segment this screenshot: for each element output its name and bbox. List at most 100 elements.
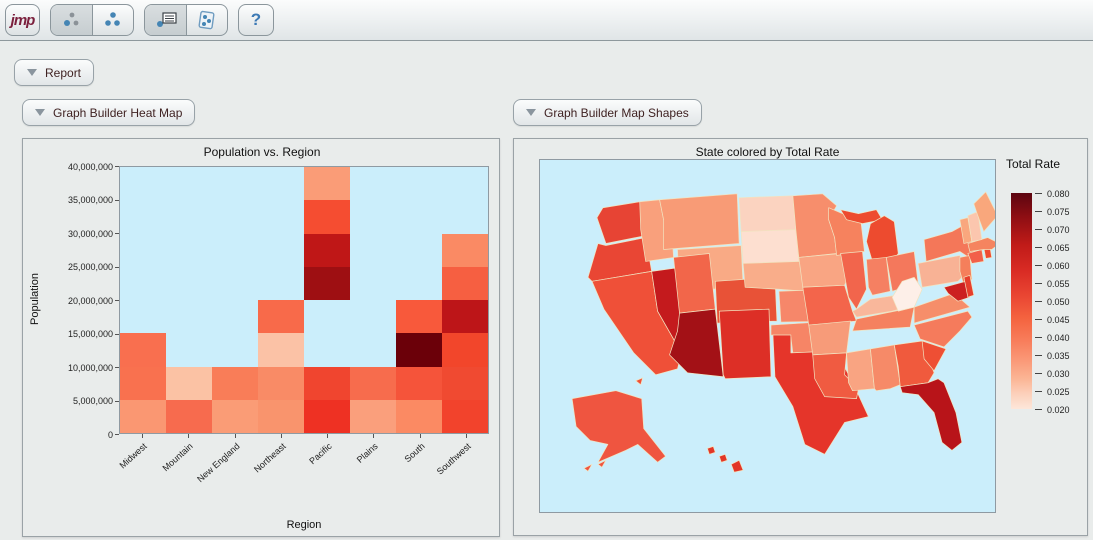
mapshapes-disclosure-button[interactable]: Graph Builder Map Shapes [513, 99, 702, 126]
state-MI[interactable] [866, 215, 899, 262]
y-tick-label: 5,000,000 [72, 396, 113, 406]
heatmap-cell[interactable] [396, 366, 442, 400]
state-AZ[interactable] [669, 308, 724, 378]
state-NH[interactable] [967, 211, 983, 242]
heatmap-cell[interactable] [212, 366, 258, 400]
help-button[interactable]: ? [238, 4, 274, 36]
heatmap-cell[interactable] [120, 366, 166, 400]
heatmap-cell[interactable] [396, 399, 442, 433]
state-SD[interactable] [740, 229, 800, 264]
heatmap-cell[interactable] [304, 167, 350, 201]
state-TN[interactable] [852, 306, 915, 332]
heatmap-cell[interactable] [166, 399, 212, 433]
state-DE[interactable] [963, 274, 975, 298]
heatmap-cell[interactable] [442, 399, 488, 433]
x-tick-mark [419, 434, 421, 438]
y-tick-label: 10,000,000 [67, 362, 113, 373]
legend-tick-mark [1035, 301, 1042, 302]
toolbar: jmp [0, 0, 1093, 41]
heatmap-cell[interactable] [166, 366, 212, 400]
legend-tick-label: 0.055 [1047, 278, 1070, 289]
heatmap-cell[interactable] [304, 200, 350, 234]
heatmap-cell[interactable] [258, 300, 304, 334]
x-tick-mark [465, 434, 467, 438]
point-label-button[interactable] [145, 5, 186, 35]
state-FL[interactable] [899, 378, 963, 451]
x-axis-title: Region [286, 519, 322, 531]
state-CA[interactable] [635, 377, 644, 386]
dots-icon [105, 12, 120, 26]
state-IA[interactable] [798, 253, 849, 288]
y-tick-mark [115, 233, 119, 234]
heatmap-cell[interactable] [258, 366, 304, 400]
state-MN[interactable] [792, 193, 837, 258]
state-AK[interactable] [597, 459, 607, 468]
legend-tick-label: 0.045 [1047, 314, 1070, 325]
state-ND[interactable] [738, 195, 797, 232]
state-AK[interactable] [571, 390, 666, 463]
report-disclosure-button[interactable]: Report [14, 59, 95, 86]
state-ME[interactable] [973, 191, 995, 232]
y-tick-mark [115, 434, 119, 435]
heatmap-cell[interactable] [304, 233, 350, 267]
heatmap-chart-title: Population vs. Region [203, 145, 321, 159]
state-HI[interactable] [718, 453, 728, 463]
state-MA[interactable] [967, 237, 995, 252]
heatmap-cell[interactable] [350, 399, 396, 433]
state-CT[interactable] [967, 249, 985, 264]
grouped-points-button[interactable] [92, 5, 133, 35]
heatmap-cell[interactable] [396, 333, 442, 367]
heatmap-cell[interactable] [120, 333, 166, 367]
heatmap-cell[interactable] [304, 266, 350, 300]
state-HI[interactable] [706, 446, 716, 455]
heatmap-cell[interactable] [442, 266, 488, 300]
jmp-logo-button[interactable]: jmp [5, 4, 40, 36]
label-tool-button-group [144, 4, 228, 36]
heatmap-disclosure-button[interactable]: Graph Builder Heat Map [22, 99, 196, 126]
heatmap-cell[interactable] [258, 333, 304, 367]
heatmap-cell[interactable] [304, 399, 350, 433]
state-TX[interactable] [772, 334, 869, 455]
legend-tick-mark [1035, 337, 1042, 338]
map-shapes-panel: State colored by Total Rate Total Rate 0… [513, 138, 1088, 536]
state-AK[interactable] [583, 463, 593, 472]
state-MS[interactable] [846, 348, 875, 392]
state-UT[interactable] [673, 253, 716, 314]
state-NC[interactable] [913, 310, 973, 348]
legend-tick-label: 0.080 [1047, 188, 1070, 199]
x-tick-mark [327, 434, 329, 438]
heatmap-cell[interactable] [442, 300, 488, 334]
mapshapes-header-label: Graph Builder Map Shapes [544, 105, 689, 120]
y-tick-label: 30,000,000 [67, 228, 113, 239]
state-NM[interactable] [718, 308, 772, 380]
heatmap-cell[interactable] [120, 399, 166, 433]
select-points-button[interactable] [51, 5, 92, 35]
state-MO[interactable] [802, 284, 857, 326]
heatmap-cell[interactable] [396, 300, 442, 334]
x-tick-mark [234, 434, 236, 438]
state-MD[interactable] [943, 280, 971, 302]
state-WV[interactable] [891, 276, 923, 312]
heatmap-plot-area[interactable] [119, 166, 489, 434]
state-NE[interactable] [742, 261, 806, 292]
legend-gradient-bar[interactable] [1011, 193, 1032, 409]
point-panel-button[interactable] [186, 5, 227, 35]
heatmap-cell[interactable] [350, 366, 396, 400]
heatmap-cell[interactable] [442, 333, 488, 367]
state-WA[interactable] [596, 201, 647, 244]
heatmap-cell[interactable] [212, 399, 258, 433]
state-SC[interactable] [921, 340, 947, 372]
heatmap-cell[interactable] [442, 233, 488, 267]
state-AR[interactable] [808, 320, 851, 356]
state-PA[interactable] [917, 255, 965, 288]
state-IN[interactable] [866, 257, 891, 296]
legend-tick-mark [1035, 265, 1042, 266]
heatmap-cell[interactable] [258, 399, 304, 433]
state-VA[interactable] [913, 292, 971, 324]
state-LA[interactable] [812, 352, 859, 399]
state-HI[interactable] [730, 459, 744, 473]
heatmap-cell[interactable] [442, 366, 488, 400]
map-chart-title: State colored by Total Rate [695, 145, 840, 159]
state-MT[interactable] [659, 193, 740, 250]
heatmap-cell[interactable] [304, 366, 350, 400]
